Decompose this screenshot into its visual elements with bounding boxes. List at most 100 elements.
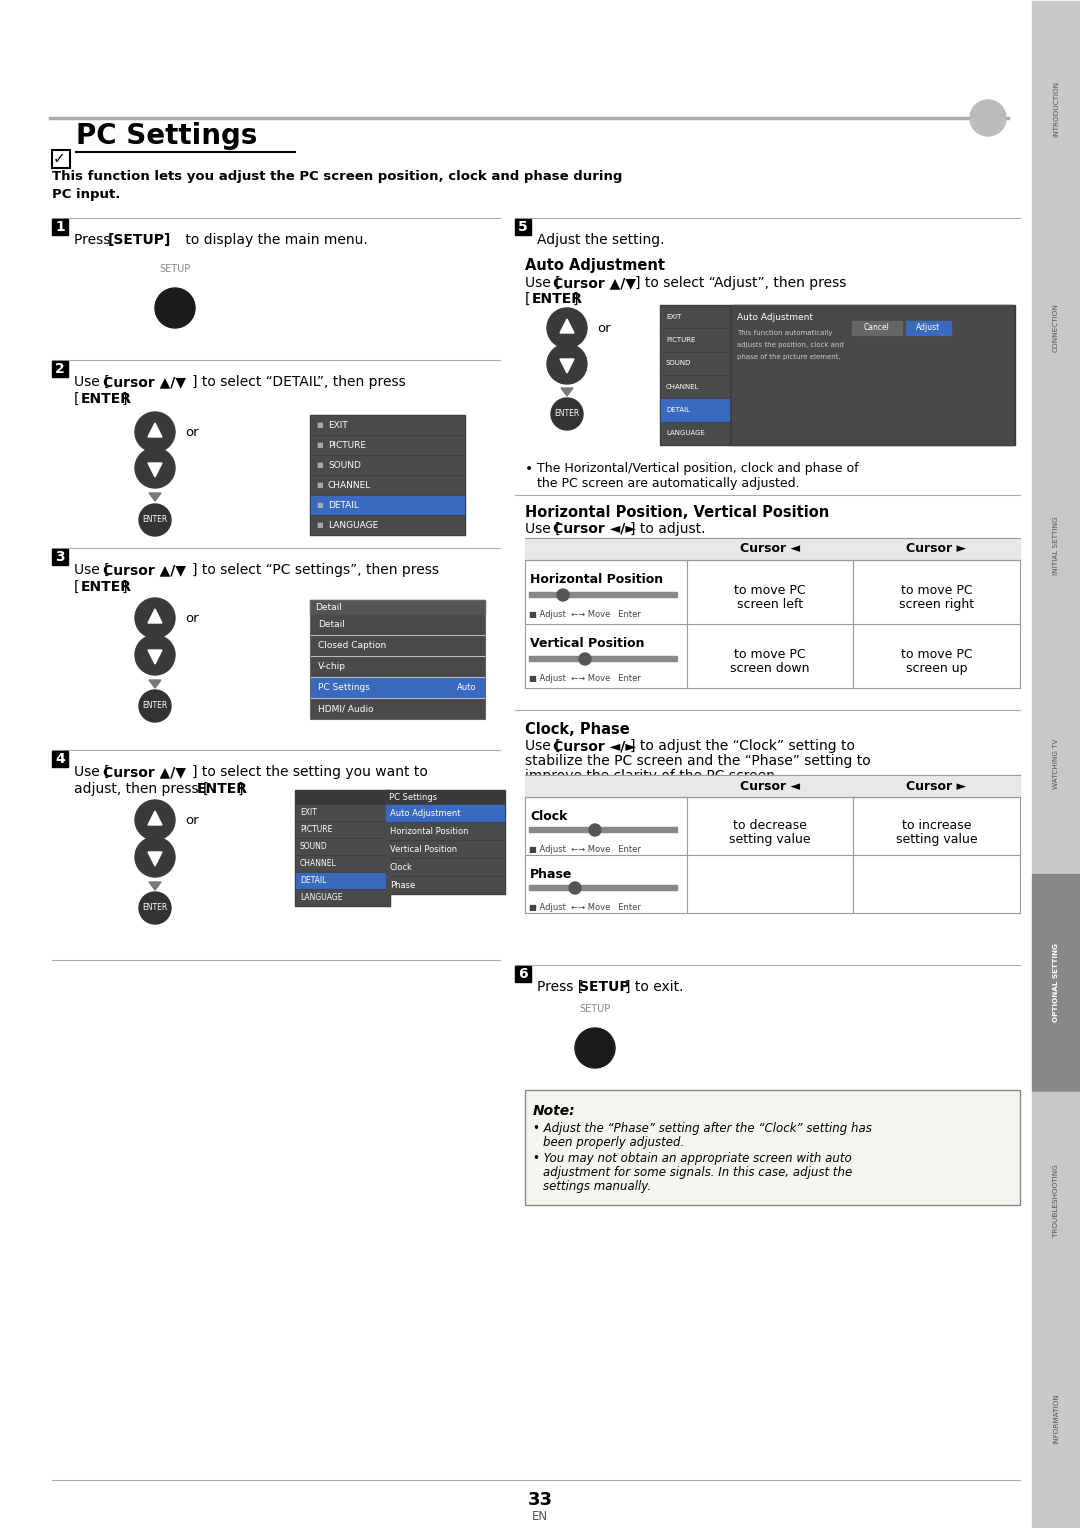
Text: adjust, then press [: adjust, then press [ xyxy=(75,782,208,796)
Text: PC Settings: PC Settings xyxy=(389,793,437,802)
Bar xyxy=(529,827,677,833)
Text: Cursor ►: Cursor ► xyxy=(906,542,967,556)
Text: Auto Adjustment: Auto Adjustment xyxy=(525,258,665,274)
Text: ].: ]. xyxy=(573,292,583,306)
Text: SETUP: SETUP xyxy=(579,979,630,995)
Text: Horizontal Position, Vertical Position: Horizontal Position, Vertical Position xyxy=(525,504,829,520)
Text: ■: ■ xyxy=(316,481,323,487)
Text: Press: Press xyxy=(75,232,114,248)
Bar xyxy=(311,416,464,434)
Text: screen up: screen up xyxy=(906,662,968,675)
Polygon shape xyxy=(148,853,162,866)
Polygon shape xyxy=(148,610,162,623)
Text: adjustment for some signals. In this case, adjust the: adjustment for some signals. In this cas… xyxy=(543,1166,852,1180)
Bar xyxy=(529,591,677,597)
Text: Cursor ◄: Cursor ◄ xyxy=(740,779,800,793)
Text: INTRODUCTION: INTRODUCTION xyxy=(1053,81,1059,138)
Text: screen down: screen down xyxy=(730,662,810,675)
Bar xyxy=(311,698,484,718)
Text: 6: 6 xyxy=(518,967,528,981)
Text: settings manually.: settings manually. xyxy=(543,1180,651,1193)
Bar xyxy=(386,805,504,821)
Bar xyxy=(296,805,389,821)
Text: This function automatically: This function automatically xyxy=(737,330,833,336)
Bar xyxy=(852,321,902,335)
Text: EXIT: EXIT xyxy=(666,313,681,319)
Text: OPTIONAL SETTING: OPTIONAL SETTING xyxy=(1053,943,1059,1022)
Text: V-chip: V-chip xyxy=(318,662,346,671)
Bar xyxy=(311,497,464,513)
Text: adjusts the position, clock and: adjusts the position, clock and xyxy=(737,342,843,348)
Text: ENTER: ENTER xyxy=(143,515,167,524)
Text: Cancel: Cancel xyxy=(864,324,890,333)
Text: Vertical Position: Vertical Position xyxy=(530,637,645,649)
Text: ■ Adjust  ←→ Move   Enter: ■ Adjust ←→ Move Enter xyxy=(529,903,640,912)
Bar xyxy=(296,822,389,837)
Text: screen left: screen left xyxy=(737,597,804,611)
Text: HDMI/ Audio: HDMI/ Audio xyxy=(318,704,374,714)
Bar xyxy=(311,614,484,634)
Bar xyxy=(386,877,504,892)
Text: Use [: Use [ xyxy=(75,562,110,578)
Text: SETUP: SETUP xyxy=(579,1004,610,1015)
Text: Clock: Clock xyxy=(390,862,413,871)
Text: • Adjust the “Phase” setting after the “Clock” setting has: • Adjust the “Phase” setting after the “… xyxy=(534,1122,872,1135)
Text: to move PC: to move PC xyxy=(901,584,972,597)
Text: 33: 33 xyxy=(527,1491,553,1510)
Bar xyxy=(660,306,1015,445)
Circle shape xyxy=(970,99,1005,136)
Text: SETUP: SETUP xyxy=(160,264,191,274)
Polygon shape xyxy=(561,319,573,333)
Text: 1: 1 xyxy=(55,220,65,234)
Text: ] to adjust the “Clock” setting to: ] to adjust the “Clock” setting to xyxy=(630,740,855,753)
Text: Press [: Press [ xyxy=(537,979,583,995)
Text: ] to select the setting you want to: ] to select the setting you want to xyxy=(192,766,428,779)
Text: ].: ]. xyxy=(122,581,132,594)
Polygon shape xyxy=(149,680,161,688)
Text: Cursor ▲/▼: Cursor ▲/▼ xyxy=(553,277,636,290)
Text: INFORMATION: INFORMATION xyxy=(1053,1394,1059,1444)
Circle shape xyxy=(551,397,583,429)
Bar xyxy=(311,657,484,675)
Text: ENTER: ENTER xyxy=(532,292,583,306)
Bar xyxy=(310,416,465,535)
Bar xyxy=(661,330,729,350)
Text: LANGUAGE: LANGUAGE xyxy=(300,892,342,902)
Text: 5: 5 xyxy=(518,220,528,234)
Bar xyxy=(311,636,484,656)
Text: CHANNEL: CHANNEL xyxy=(328,480,372,489)
Polygon shape xyxy=(148,423,162,437)
Bar xyxy=(515,219,531,235)
Text: been properly adjusted.: been properly adjusted. xyxy=(543,1135,685,1149)
Text: Use [: Use [ xyxy=(525,277,561,290)
Text: [SETUP]: [SETUP] xyxy=(108,232,172,248)
Text: ■ Adjust  ←→ Move   Enter: ■ Adjust ←→ Move Enter xyxy=(529,845,640,854)
Bar xyxy=(52,150,70,168)
Text: [: [ xyxy=(75,393,80,406)
Text: 3: 3 xyxy=(55,550,65,564)
Bar xyxy=(661,399,729,420)
Text: to display the main menu.: to display the main menu. xyxy=(181,232,368,248)
Circle shape xyxy=(575,1028,615,1068)
Text: to move PC: to move PC xyxy=(734,584,806,597)
Text: ✓: ✓ xyxy=(53,151,66,167)
Text: Cursor ►: Cursor ► xyxy=(906,779,967,793)
Text: ] to select “DETAIL”, then press: ] to select “DETAIL”, then press xyxy=(192,374,406,390)
Text: Horizontal Position: Horizontal Position xyxy=(530,573,663,587)
Circle shape xyxy=(546,344,588,384)
Text: Cursor ◄/►: Cursor ◄/► xyxy=(553,740,636,753)
Text: PICTURE: PICTURE xyxy=(300,825,333,834)
Polygon shape xyxy=(148,463,162,477)
Text: to move PC: to move PC xyxy=(734,648,806,662)
Bar xyxy=(661,353,729,374)
Text: ENTER: ENTER xyxy=(554,410,580,419)
Text: setting value: setting value xyxy=(729,833,811,847)
Text: setting value: setting value xyxy=(895,833,977,847)
Bar xyxy=(525,775,1020,798)
Circle shape xyxy=(557,588,569,601)
Text: [: [ xyxy=(75,581,80,594)
Bar xyxy=(310,601,485,720)
Bar xyxy=(732,306,1013,445)
Text: Cursor ▲/▼: Cursor ▲/▼ xyxy=(103,562,186,578)
Bar xyxy=(310,601,485,614)
